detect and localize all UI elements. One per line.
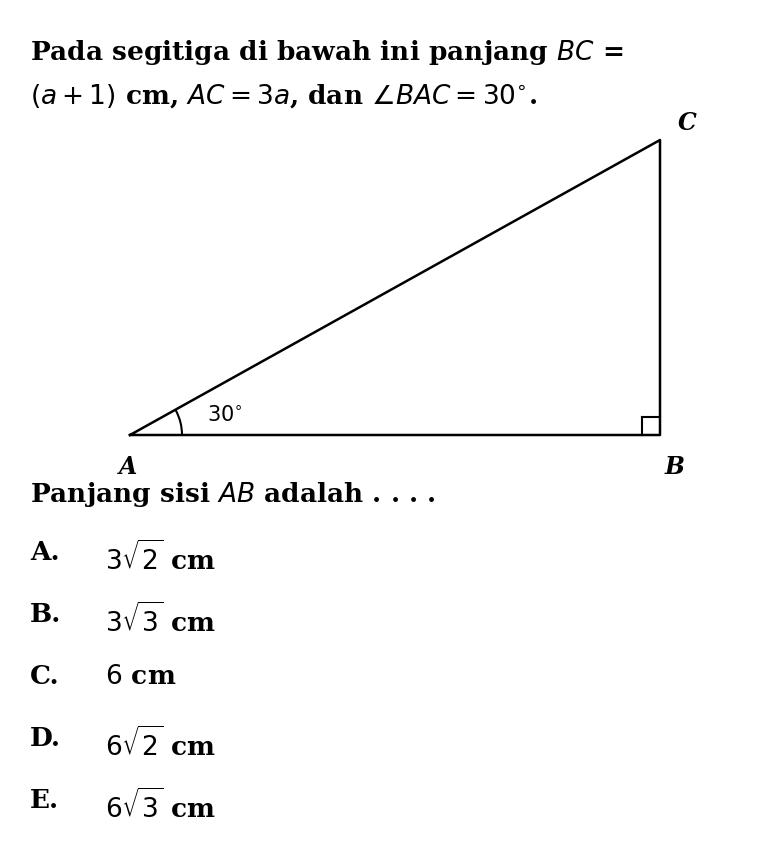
Text: A: A [119, 455, 137, 479]
Text: $6\sqrt{3}$ cm: $6\sqrt{3}$ cm [105, 788, 216, 823]
Text: B.: B. [30, 602, 61, 627]
Text: $30^{\circ}$: $30^{\circ}$ [207, 405, 243, 425]
Text: $3\sqrt{3}$ cm: $3\sqrt{3}$ cm [105, 602, 216, 637]
Text: C: C [678, 111, 697, 135]
Text: $6\sqrt{2}$ cm: $6\sqrt{2}$ cm [105, 726, 216, 761]
Text: C.: C. [30, 664, 60, 689]
Text: Pada segitiga di bawah ini panjang $BC$ =: Pada segitiga di bawah ini panjang $BC$ … [30, 38, 623, 67]
Text: $(a + 1)$ cm, $AC = 3a$, dan $\angle BAC = 30^{\circ}$.: $(a + 1)$ cm, $AC = 3a$, dan $\angle BAC… [30, 82, 537, 109]
Text: Panjang sisi $AB$ adalah . . . .: Panjang sisi $AB$ adalah . . . . [30, 480, 436, 509]
Text: D.: D. [30, 726, 61, 751]
Text: B: B [665, 455, 685, 479]
Text: E.: E. [30, 788, 59, 813]
Text: A.: A. [30, 540, 60, 565]
Text: $6$ cm: $6$ cm [105, 664, 176, 689]
Text: $3\sqrt{2}$ cm: $3\sqrt{2}$ cm [105, 540, 216, 575]
